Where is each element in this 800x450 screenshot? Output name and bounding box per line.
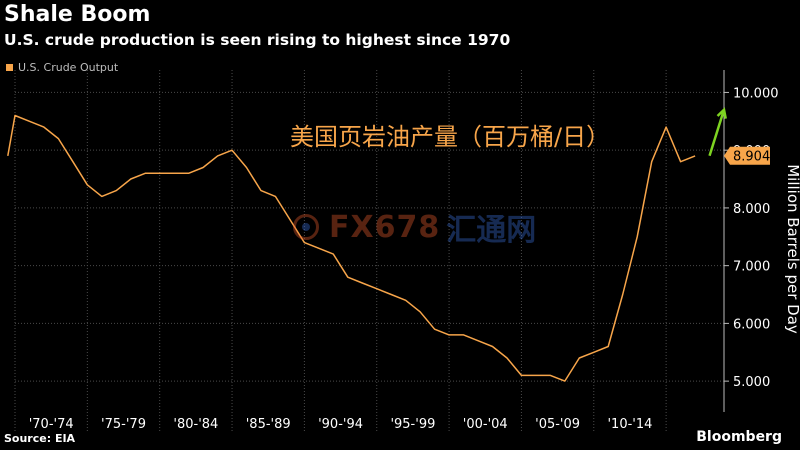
y-tick-label: 8.000 xyxy=(733,202,770,217)
legend-swatch xyxy=(6,64,13,71)
x-tick-label: '10-'14 xyxy=(607,417,652,432)
last-value-label: 8.904 xyxy=(733,150,770,165)
last-value-tag xyxy=(724,146,770,165)
y-axis-label: Million Barrels per Day xyxy=(784,164,800,334)
legend-label: U.S. Crude Output xyxy=(18,61,119,74)
x-tick-label: '80-'84 xyxy=(173,417,218,432)
watermark-brand-cn: 汇通网 xyxy=(446,213,537,248)
projection-arrow-shaft xyxy=(708,109,726,157)
projection-arrow-head-icon xyxy=(716,107,727,119)
watermark-brand: FX678 xyxy=(329,209,441,245)
legend: U.S. Crude Output xyxy=(6,61,118,74)
x-tick-label: '85-'89 xyxy=(246,417,291,432)
series-line xyxy=(7,114,696,382)
y-tick-label: 10.000 xyxy=(733,86,779,101)
source-note: Source: EIA xyxy=(4,432,76,445)
chart-annotation: 美国页岩油产量（百万桶/日） xyxy=(290,123,611,151)
chart-title: Shale Boom xyxy=(4,2,151,27)
x-tick-label: '70-'74 xyxy=(29,417,74,432)
watermark: FX678 汇通网 xyxy=(293,205,536,249)
watermark-logo-icon xyxy=(293,214,319,240)
y-tick-label: 5.000 xyxy=(733,375,770,390)
y-tick-label: 6.000 xyxy=(733,317,770,332)
y-tick-label: 7.000 xyxy=(733,260,770,275)
x-tick-label: '90-'94 xyxy=(318,417,363,432)
x-tick-label: '75-'79 xyxy=(101,417,146,432)
bloomberg-logo: Bloomberg xyxy=(696,429,782,445)
x-tick-label: '00-'04 xyxy=(463,417,508,432)
x-tick-label: '95-'99 xyxy=(390,417,435,432)
chart-subtitle: U.S. crude production is seen rising to … xyxy=(4,31,511,49)
x-tick-label: '05-'09 xyxy=(535,417,580,432)
